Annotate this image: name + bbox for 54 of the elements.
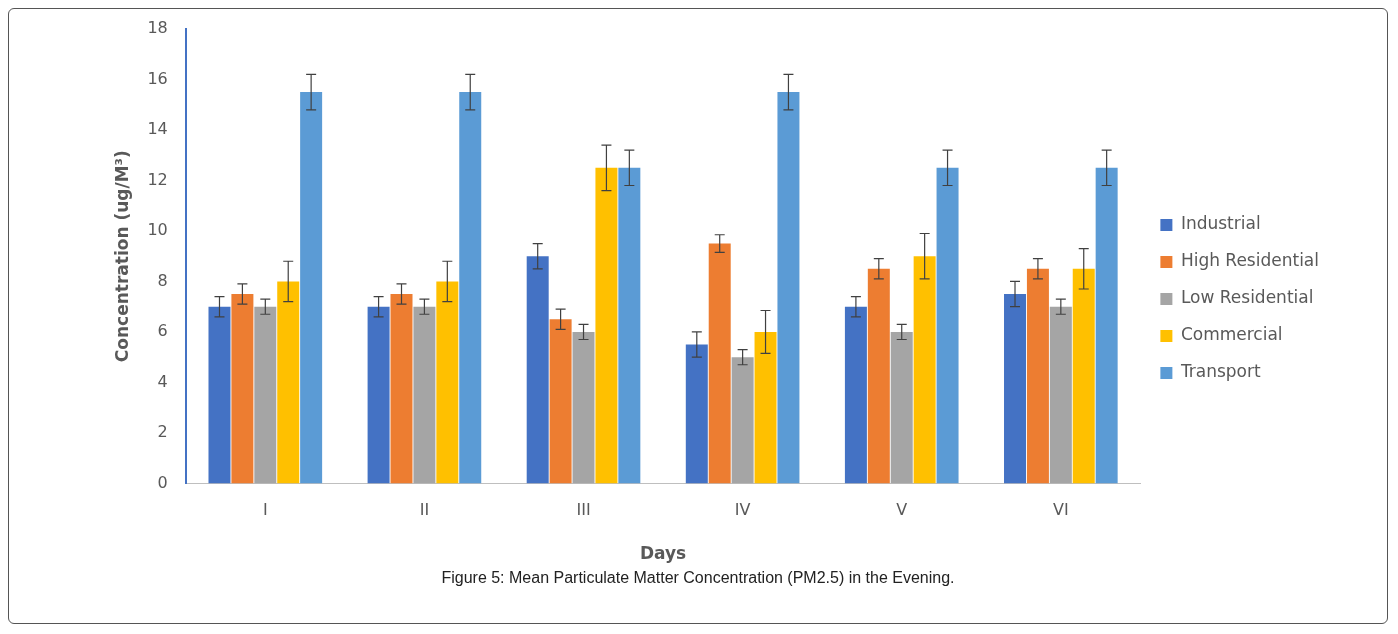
legend-label: Transport xyxy=(1179,361,1261,382)
bar xyxy=(890,331,913,484)
bar xyxy=(1004,294,1027,484)
bar xyxy=(595,167,618,484)
bar xyxy=(867,268,890,484)
x-axis-title: Days xyxy=(639,543,687,564)
x-tick-label: II xyxy=(419,500,430,520)
caption: Figure 5: Mean Particulate Matter Concentration (PM2.5) in the Evening. xyxy=(440,569,956,587)
y-tick-label: 2 xyxy=(157,422,168,442)
bar xyxy=(754,331,777,484)
bar xyxy=(413,306,436,484)
y-tick-label: 6 xyxy=(157,321,168,341)
y-tick-label: 14 xyxy=(147,119,168,139)
y-tick-label: 18 xyxy=(147,18,168,38)
bar xyxy=(526,256,549,484)
bar xyxy=(300,92,323,484)
y-tick-label: 12 xyxy=(147,169,168,189)
bar xyxy=(208,306,231,484)
bar xyxy=(708,243,731,484)
x-tick-label: V xyxy=(896,500,908,520)
bar xyxy=(913,256,936,484)
x-tick-label: III xyxy=(576,500,591,520)
bar xyxy=(436,281,459,484)
bar xyxy=(1049,306,1072,484)
bar xyxy=(390,294,413,484)
bar xyxy=(367,306,390,484)
y-tick-label: 16 xyxy=(147,68,168,88)
bar xyxy=(618,167,641,484)
bar xyxy=(277,281,300,484)
y-tick-label: 0 xyxy=(157,472,168,492)
bar xyxy=(844,306,867,484)
bar xyxy=(1026,268,1049,484)
x-tick-label: VI xyxy=(1053,500,1069,520)
y-axis-title: Concentration (ug/M³) xyxy=(111,150,132,363)
bar xyxy=(549,319,572,484)
y-tick-label: 4 xyxy=(157,371,168,391)
x-tick-label: I xyxy=(262,500,268,520)
bar xyxy=(254,306,277,484)
bar xyxy=(685,344,708,484)
y-tick-label: 10 xyxy=(147,220,168,240)
legend-label: High Residential xyxy=(1180,250,1320,271)
legend-label: Low Residential xyxy=(1180,287,1314,308)
bar xyxy=(231,294,254,484)
bar xyxy=(936,167,959,484)
bar xyxy=(731,357,754,484)
legend-label: Industrial xyxy=(1180,213,1261,234)
bar xyxy=(777,92,800,484)
y-tick-label: 8 xyxy=(157,270,168,290)
legend-label: Commercial xyxy=(1180,324,1283,345)
bar xyxy=(572,331,595,484)
bar xyxy=(1072,268,1095,484)
x-tick-label: IV xyxy=(734,500,751,520)
bar xyxy=(1095,167,1118,484)
bar xyxy=(459,92,482,484)
